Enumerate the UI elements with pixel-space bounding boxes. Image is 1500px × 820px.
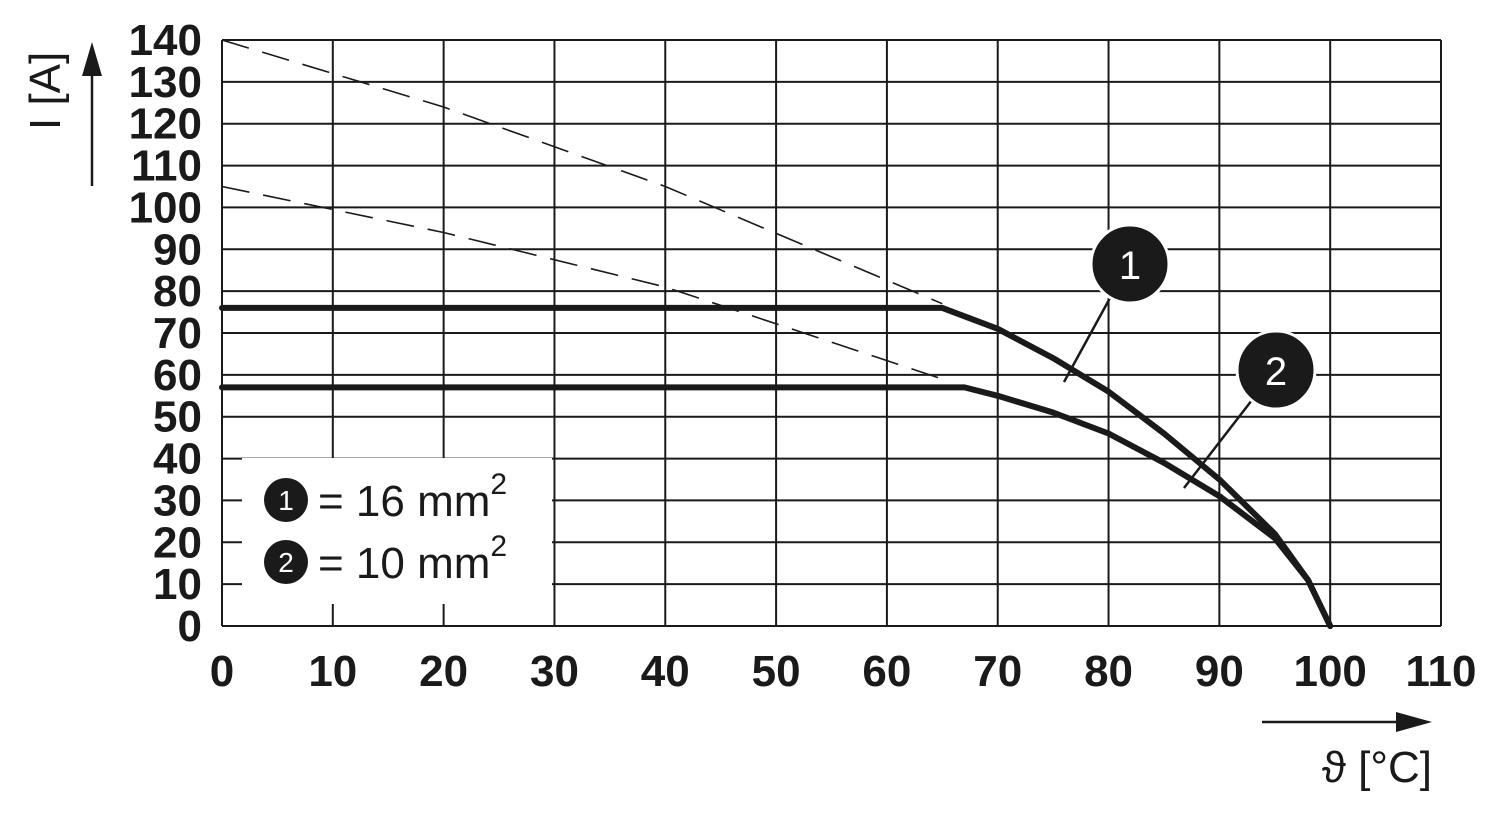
grid [221, 39, 1442, 627]
callout-badge-2: 2 [1265, 350, 1287, 394]
x-tick-label: 90 [1195, 647, 1244, 696]
x-tick-label: 0 [210, 647, 234, 696]
x-tick-label: 80 [1084, 647, 1133, 696]
x-tick-label: 10 [308, 647, 357, 696]
svg-text:= 10 mm2: = 10 mm2 [318, 530, 507, 588]
x-axis-arrow [1262, 712, 1432, 732]
x-axis-label: ϑ [°C] [1322, 743, 1432, 792]
y-tick-label: 70 [153, 309, 202, 358]
x-tick-label: 70 [973, 647, 1022, 696]
tick-labels: 0 10 20 30 40 50 60 70 80 90 100 110010203040506070… [129, 16, 1477, 696]
legend-badge-2: 2 [278, 547, 294, 578]
y-tick-label: 140 [129, 16, 202, 65]
y-tick-label: 0 [178, 602, 202, 651]
y-tick-label: 30 [153, 476, 202, 525]
y-tick-label: 20 [153, 518, 202, 567]
y-tick-label: 120 [129, 100, 202, 149]
legend-text-2: = 10 mm [318, 539, 490, 588]
legend-sup-1: 2 [490, 468, 507, 501]
x-tick-label: 100 [1293, 647, 1366, 696]
y-axis-label: I [A] [21, 52, 70, 130]
extrapolation-line-2 [221, 185, 943, 380]
y-tick-label: 40 [153, 435, 202, 484]
y-tick-label: 90 [153, 225, 202, 274]
svg-text:= 16 mm2: = 16 mm2 [318, 468, 507, 526]
y-tick-label: 110 [131, 142, 202, 191]
x-tick-label: 20 [419, 647, 468, 696]
extrapolation-lines [221, 39, 943, 380]
callout-2: 2 [1183, 329, 1317, 489]
x-tick-label: 60 [862, 647, 911, 696]
y-tick-label: 80 [153, 267, 202, 316]
legend-text-1: = 16 mm [318, 477, 490, 526]
x-tick-label: 40 [641, 647, 690, 696]
y-tick-label: 10 [153, 560, 202, 609]
y-tick-label: 50 [153, 393, 202, 442]
x-tick-label: 50 [752, 647, 801, 696]
y-tick-label: 60 [153, 351, 202, 400]
y-axis-arrow [82, 42, 102, 186]
y-tick-label: 100 [129, 183, 202, 232]
callout-1: 1 [1062, 223, 1171, 383]
x-tick-label: 30 [530, 647, 579, 696]
legend-badge-1: 1 [278, 485, 294, 516]
y-tick-label: 130 [129, 58, 202, 107]
legend-entry-1: 1 = 16 mm2 [264, 468, 507, 526]
callout-badge-1: 1 [1119, 244, 1141, 288]
legend-sup-2: 2 [490, 530, 507, 563]
legend-entry-2: 2 = 10 mm2 [264, 530, 507, 588]
extrapolation-line-1 [221, 39, 943, 305]
series-lines [219, 304, 1334, 629]
x-tick-label: 110 [1406, 647, 1477, 696]
series-line-2 [219, 384, 1334, 629]
legend: 1 = 16 mm2 2 = 10 mm2 [242, 458, 552, 604]
